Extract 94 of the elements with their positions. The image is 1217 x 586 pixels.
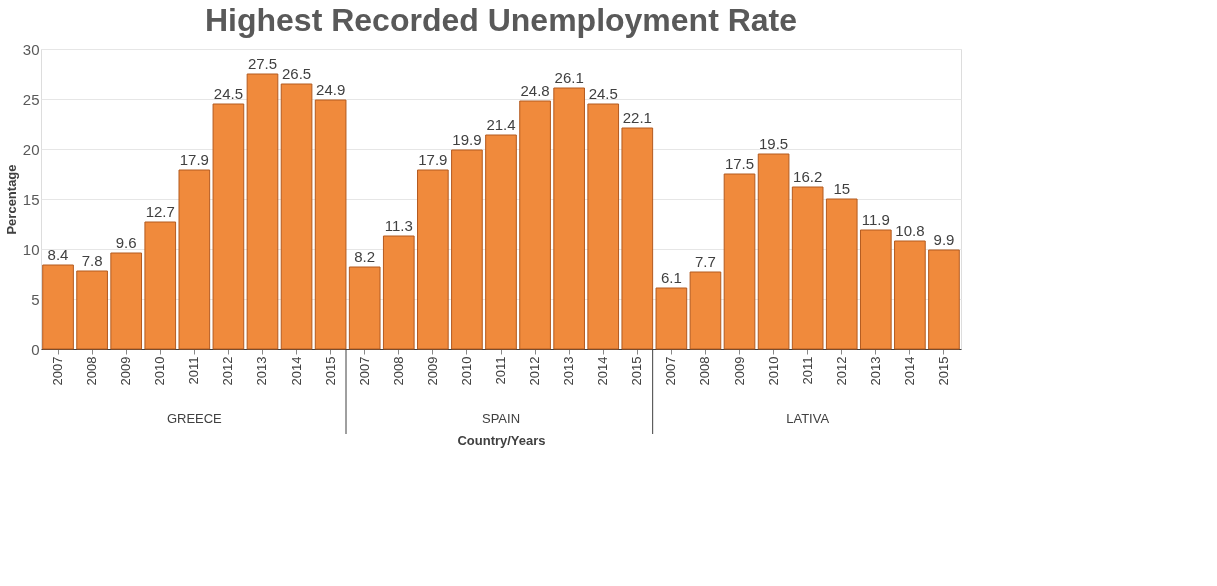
x-tick-label: 2010: [458, 356, 474, 386]
data-label: 24.9: [316, 81, 346, 98]
data-label: 8.2: [354, 248, 376, 265]
bar: [723, 173, 756, 350]
chart-title: Highest Recorded Unemployment Rate: [204, 2, 798, 38]
bar: [417, 169, 449, 350]
data-label: 22.1: [622, 109, 652, 126]
y-tick-label: 15: [22, 190, 40, 208]
x-tick-label: 2012: [527, 356, 543, 386]
data-label: 6.1: [660, 269, 682, 286]
x-tick-label: 2009: [731, 356, 747, 386]
x-tick-label: 2011: [799, 356, 815, 385]
data-label: 21.4: [486, 116, 516, 133]
x-tick-label: 2013: [561, 356, 577, 386]
data-label: 16.2: [793, 168, 823, 185]
data-label: 12.7: [145, 203, 175, 220]
bar: [42, 264, 74, 350]
data-label: 11.9: [861, 211, 890, 228]
x-tick-label: 2015: [629, 356, 645, 386]
data-label: 19.9: [452, 131, 482, 148]
bar: [621, 127, 654, 350]
x-tick-label: 2014: [288, 356, 304, 386]
data-label: 8.4: [47, 246, 69, 263]
x-tick-label: 2013: [867, 356, 883, 386]
data-label: 26.5: [281, 65, 312, 82]
bar: [791, 186, 824, 350]
y-tick-label: 0: [31, 340, 40, 358]
x-tick-label: 2008: [84, 356, 100, 386]
x-tick-label: 2014: [901, 356, 917, 386]
data-label: 9.9: [933, 231, 955, 248]
bar: [382, 235, 415, 350]
y-axis-title: Percentage: [3, 164, 19, 235]
data-label: 7.8: [81, 252, 103, 269]
data-label: 19.5: [758, 135, 789, 152]
text: SPAIN: [481, 411, 521, 426]
y-tick-label: 30: [22, 40, 40, 58]
bar: [348, 266, 381, 350]
x-tick-label: 2007: [663, 356, 679, 386]
bar: [553, 87, 585, 350]
x-tick-label: 2009: [118, 356, 134, 386]
data-label: 10.8: [895, 222, 925, 239]
data-label: 27.5: [247, 55, 278, 72]
bar: [451, 149, 483, 350]
data-label: 24.5: [588, 85, 618, 102]
x-tick-label: 2009: [424, 356, 440, 386]
bar: [825, 198, 858, 350]
x-tick-label: 2012: [220, 356, 236, 386]
x-tick-label: 2011: [186, 356, 202, 385]
x-tick-label: 2014: [595, 356, 611, 386]
x-tick-label: 2008: [697, 356, 713, 386]
bar: [110, 252, 143, 350]
y-tick-label: 25: [22, 90, 40, 108]
text: LATIVA: [786, 411, 830, 426]
x-tick-label: 2015: [935, 356, 951, 386]
data-label: 9.6: [115, 234, 137, 251]
data-label: 11.3: [384, 217, 413, 234]
data-label: 17.9: [179, 151, 209, 168]
y-tick-label: 20: [22, 140, 40, 158]
x-tick-label: 2008: [390, 356, 406, 386]
x-tick-label: 2007: [50, 356, 66, 386]
bar: [519, 100, 551, 350]
text: GREECE: [166, 411, 223, 426]
bar: [280, 83, 313, 350]
bar: [928, 249, 960, 350]
bar: [655, 287, 688, 350]
bar: [178, 169, 211, 350]
bar: [314, 99, 347, 350]
x-tick-label: 2011: [493, 356, 508, 385]
data-label: 15: [833, 180, 851, 197]
bar: [144, 221, 177, 350]
data-label: 24.5: [213, 85, 244, 102]
data-label: 7.7: [695, 253, 716, 270]
y-tick-label: 10: [22, 240, 40, 258]
x-tick-label: 2010: [152, 356, 168, 386]
bar: [587, 103, 620, 350]
data-label: 24.8: [520, 82, 550, 99]
bar: [485, 134, 517, 350]
data-label: 26.1: [554, 69, 584, 86]
bar: [76, 270, 108, 350]
data-label: 17.9: [418, 151, 448, 168]
x-tick-label: 2012: [833, 356, 849, 386]
bar: [246, 73, 279, 350]
x-tick-label: 2007: [356, 356, 372, 386]
x-tick-label: 2015: [322, 356, 338, 386]
y-tick-label: 5: [31, 290, 40, 308]
x-axis-title: Country/Years: [457, 433, 546, 449]
bar: [894, 240, 926, 350]
bar: [212, 103, 245, 350]
x-tick-label: 2013: [254, 356, 270, 386]
x-tick-label: 2010: [765, 356, 781, 386]
bar: [859, 229, 892, 350]
bar: [757, 153, 790, 350]
bar: [689, 271, 722, 350]
data-label: 17.5: [724, 155, 755, 172]
